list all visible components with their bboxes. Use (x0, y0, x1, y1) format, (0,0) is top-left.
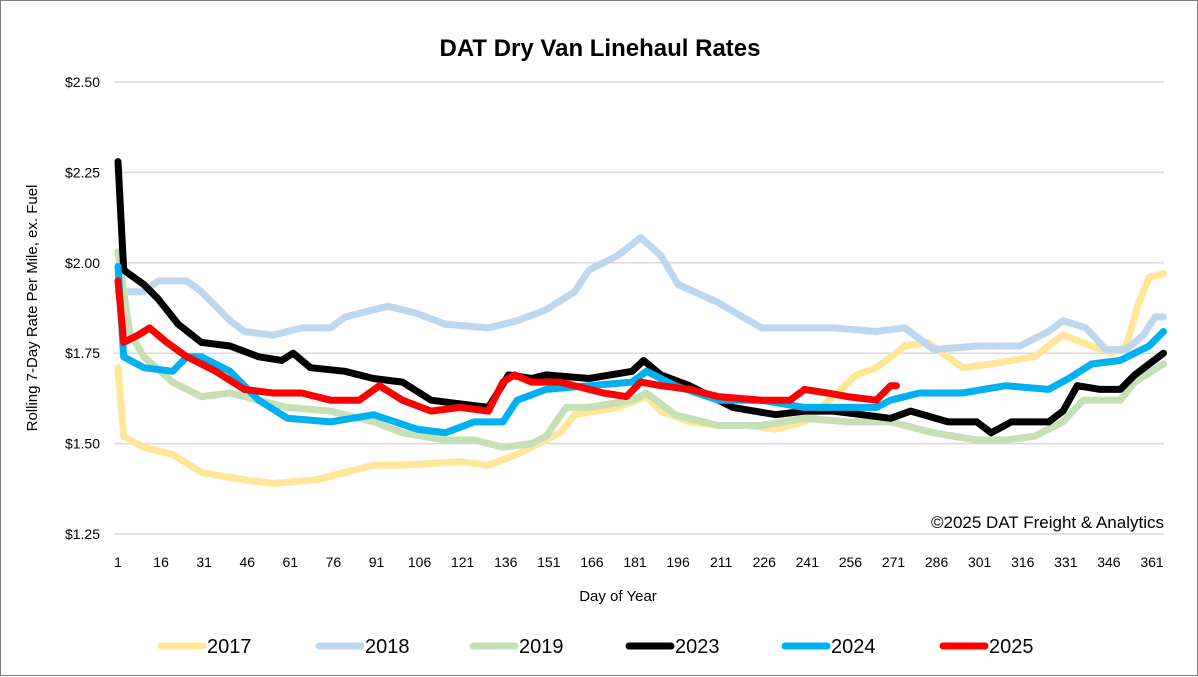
legend-label-2023: 2023 (675, 636, 720, 658)
y-tick-labels: $1.25 $1.50 $1.75 $2.00 $2.25 $2.50 (65, 74, 100, 542)
series-line-2024 (114, 262, 1167, 437)
x-tick-label: 1 (114, 554, 122, 570)
legend-label-2025: 2025 (989, 636, 1034, 658)
copyright-annotation: ©2025 DAT Freight & Analytics (931, 513, 1164, 532)
legend: 2017 2018 2019 2023 2024 2025 (157, 636, 1034, 658)
series-line-2019 (114, 248, 1167, 451)
x-tick-label: 151 (537, 554, 561, 570)
chart-title: DAT Dry Van Linehaul Rates (440, 35, 761, 62)
y-tick-label: $1.25 (65, 526, 100, 542)
x-tick-labels: 1 16 31 46 61 76 91 106 121 136 151 166 181 196 211 226… (114, 554, 1164, 570)
x-tick-label: 106 (408, 554, 432, 570)
x-tick-label: 121 (451, 554, 475, 570)
x-tick-label: 346 (1097, 554, 1121, 570)
x-tick-label: 61 (283, 554, 299, 570)
x-tick-label: 31 (196, 554, 212, 570)
x-tick-label: 136 (494, 554, 518, 570)
x-axis-label: Day of Year (579, 588, 657, 605)
x-tick-label: 286 (925, 554, 949, 570)
x-tick-label: 316 (1011, 554, 1035, 570)
x-tick-label: 76 (326, 554, 342, 570)
legend-label-2018: 2018 (365, 636, 410, 658)
series-line-2025 (114, 277, 900, 415)
y-tick-label: $2.00 (65, 255, 100, 271)
x-tick-label: 196 (666, 554, 690, 570)
x-tick-label: 271 (882, 554, 906, 570)
x-tick-label: 301 (968, 554, 992, 570)
y-tick-label: $2.25 (65, 164, 100, 180)
x-tick-label: 46 (239, 554, 255, 570)
x-tick-label: 331 (1054, 554, 1078, 570)
y-tick-label: $1.75 (65, 345, 100, 361)
x-tick-label: 166 (580, 554, 604, 570)
x-tick-label: 256 (839, 554, 863, 570)
x-tick-label: 16 (153, 554, 169, 570)
x-tick-label: 211 (710, 554, 733, 570)
gridlines (114, 81, 1164, 535)
y-tick-label: $1.50 (65, 436, 100, 452)
y-tick-label: $2.50 (65, 74, 100, 90)
x-tick-label: 241 (796, 554, 820, 570)
legend-label-2024: 2024 (831, 636, 876, 658)
x-tick-label: 226 (753, 554, 777, 570)
legend-label-2017: 2017 (207, 636, 252, 658)
series-line-2018 (114, 234, 1167, 354)
series-line-2023 (114, 158, 1167, 437)
series-lines (114, 158, 1167, 487)
x-tick-label: 91 (369, 554, 385, 570)
y-axis-label: Rolling 7-Day Rate Per Mile, ex. Fuel (24, 185, 41, 432)
legend-label-2019: 2019 (519, 636, 564, 658)
x-tick-label: 181 (623, 554, 647, 570)
x-tick-label: 361 (1140, 554, 1164, 570)
